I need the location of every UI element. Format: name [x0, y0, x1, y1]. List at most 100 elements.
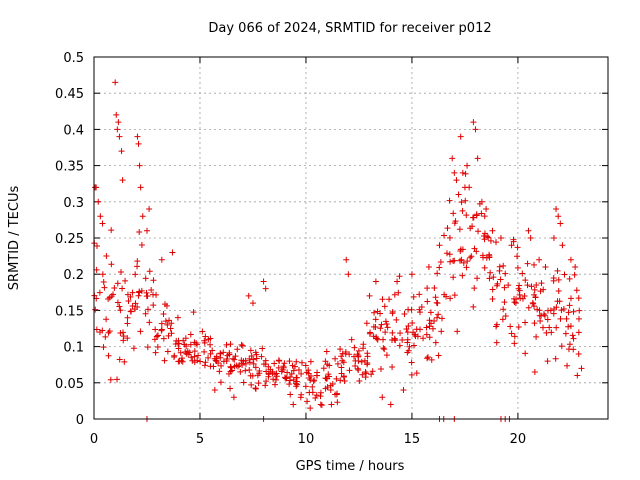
data-point: [310, 378, 317, 385]
data-point: [134, 133, 141, 140]
data-point: [438, 328, 445, 335]
data-point: [118, 148, 125, 155]
data-point: [377, 366, 384, 373]
data-point: [570, 335, 577, 342]
data-point: [473, 248, 480, 255]
data-point: [252, 385, 259, 392]
data-point: [507, 323, 514, 330]
data-point: [116, 303, 123, 310]
y-tick-label: 0.3: [63, 196, 84, 211]
data-point: [150, 291, 157, 298]
data-point: [239, 342, 246, 349]
data-point: [475, 228, 482, 235]
data-point: [168, 320, 175, 327]
data-point: [265, 363, 272, 370]
data-point: [174, 314, 181, 321]
data-point: [485, 234, 492, 241]
data-point: [183, 343, 190, 350]
data-point: [205, 354, 212, 361]
data-point: [240, 379, 247, 386]
data-point: [441, 232, 448, 239]
data-point: [160, 335, 167, 342]
data-point: [459, 272, 466, 279]
data-point: [362, 368, 369, 375]
y-tick-label: 0.05: [55, 377, 84, 392]
data-point: [143, 227, 150, 234]
data-point: [434, 270, 441, 277]
data-point: [125, 298, 132, 305]
data-point: [122, 277, 129, 284]
data-point: [423, 331, 430, 338]
data-point: [379, 394, 386, 401]
data-point: [271, 360, 278, 367]
data-point: [382, 329, 389, 336]
data-point: [332, 355, 339, 362]
data-point: [202, 333, 209, 340]
data-point: [569, 332, 576, 339]
data-point: [144, 344, 151, 351]
data-point: [459, 169, 466, 176]
data-point: [409, 320, 416, 327]
data-point: [114, 280, 121, 287]
data-point: [538, 280, 545, 287]
data-point: [558, 307, 565, 314]
data-point: [252, 364, 259, 371]
data-point: [516, 282, 523, 289]
data-point: [394, 278, 401, 285]
data-point: [191, 348, 198, 355]
data-point: [403, 325, 410, 332]
data-point: [152, 349, 159, 356]
data-point: [410, 293, 417, 300]
data-point: [262, 285, 269, 292]
data-point: [279, 366, 286, 373]
data-point: [450, 210, 457, 217]
chart-title: Day 066 of 2024, SRMTID for receiver p01…: [208, 21, 491, 36]
data-point: [372, 278, 379, 285]
data-point: [395, 289, 402, 296]
data-point: [124, 314, 131, 321]
data-point: [566, 302, 573, 309]
data-point: [178, 357, 185, 364]
data-point: [397, 330, 404, 337]
data-point: [337, 377, 344, 384]
data-point: [377, 325, 384, 332]
data-point: [93, 326, 100, 333]
data-point: [410, 329, 417, 336]
data-point: [389, 364, 396, 371]
data-point: [528, 283, 535, 290]
data-point: [431, 285, 438, 292]
data-point: [463, 264, 470, 271]
data-point: [553, 206, 560, 213]
data-point: [565, 309, 572, 316]
data-point: [459, 207, 466, 214]
data-point: [370, 333, 377, 340]
data-point: [256, 367, 263, 374]
data-point: [338, 370, 345, 377]
data-point: [408, 359, 415, 366]
data-point: [354, 365, 361, 372]
data-point: [566, 275, 573, 282]
data-point: [246, 367, 253, 374]
data-point: [248, 353, 255, 360]
data-point: [229, 355, 236, 362]
data-point: [399, 336, 406, 343]
data-point: [135, 140, 142, 147]
data-point: [470, 303, 477, 310]
data-point: [253, 355, 260, 362]
data-point: [175, 340, 182, 347]
data-point: [536, 307, 543, 314]
data-point: [553, 304, 560, 311]
data-point: [413, 370, 420, 377]
data-point: [536, 256, 543, 263]
data-point: [99, 327, 106, 334]
data-point: [374, 336, 381, 343]
data-point: [284, 369, 291, 376]
data-point: [290, 401, 297, 408]
data-point: [564, 362, 571, 369]
data-point: [134, 258, 141, 265]
data-point: [286, 381, 293, 388]
data-point: [186, 349, 193, 356]
data-point: [272, 371, 279, 378]
data-point: [103, 316, 110, 323]
data-point: [223, 356, 230, 363]
